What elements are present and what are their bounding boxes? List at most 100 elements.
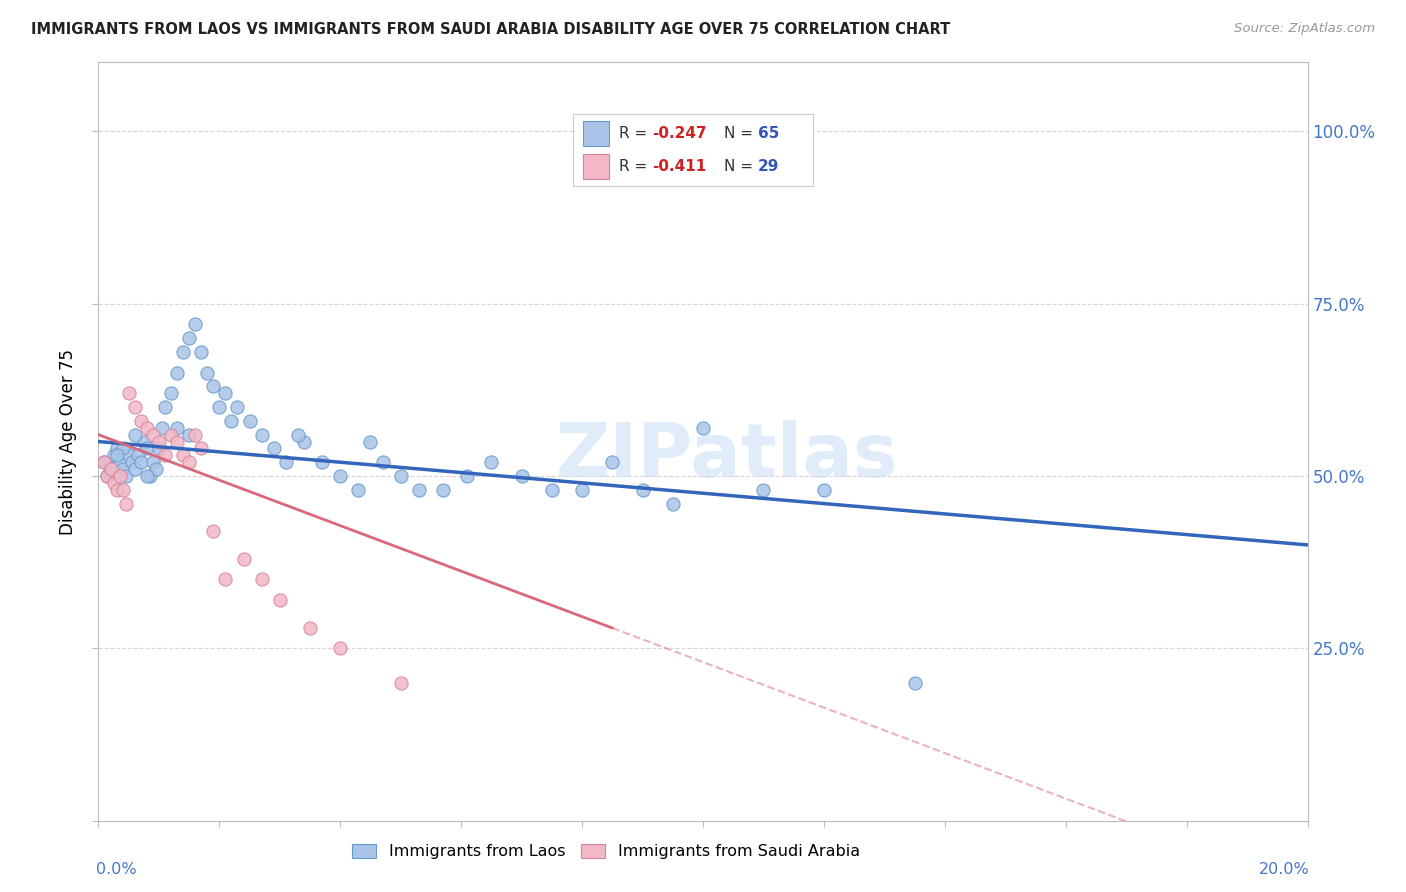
- Text: ZIPatlas: ZIPatlas: [555, 420, 898, 493]
- Point: [100, 462, 122, 476]
- Point: [127, 448, 149, 462]
- Point: [371, 455, 394, 469]
- Point: [172, 345, 194, 359]
- Text: R =: R =: [619, 126, 652, 141]
- Point: [287, 427, 309, 442]
- Point: [93, 455, 115, 469]
- Point: [135, 421, 157, 435]
- Bar: [583, 154, 609, 178]
- Point: [274, 455, 297, 469]
- Y-axis label: Disability Age Over 75: Disability Age Over 75: [59, 349, 77, 534]
- Point: [360, 434, 382, 449]
- Point: [145, 462, 167, 476]
- Point: [124, 462, 146, 476]
- Point: [103, 475, 125, 490]
- Text: -0.411: -0.411: [652, 159, 707, 174]
- Point: [111, 462, 134, 476]
- Point: [540, 483, 562, 497]
- Text: 20.0%: 20.0%: [1260, 863, 1310, 878]
- Point: [105, 448, 128, 462]
- Point: [269, 593, 291, 607]
- Point: [190, 345, 212, 359]
- Point: [172, 448, 194, 462]
- Point: [105, 483, 128, 497]
- Point: [221, 414, 243, 428]
- Point: [195, 366, 218, 380]
- Point: [311, 455, 333, 469]
- Point: [124, 427, 146, 442]
- Point: [93, 455, 115, 469]
- Point: [661, 497, 683, 511]
- Point: [96, 469, 118, 483]
- Point: [631, 483, 654, 497]
- Point: [166, 434, 188, 449]
- Point: [179, 455, 201, 469]
- Point: [129, 414, 152, 428]
- Point: [148, 442, 170, 456]
- Point: [184, 318, 207, 332]
- Point: [108, 469, 131, 483]
- Point: [135, 442, 157, 456]
- Point: [153, 448, 176, 462]
- Point: [118, 448, 141, 462]
- Point: [481, 455, 503, 469]
- Point: [100, 462, 122, 476]
- Point: [166, 421, 188, 435]
- Point: [111, 442, 134, 456]
- Point: [389, 469, 412, 483]
- Point: [408, 483, 430, 497]
- Point: [179, 427, 201, 442]
- Point: [226, 400, 249, 414]
- Point: [148, 434, 170, 449]
- Text: 29: 29: [758, 159, 779, 174]
- Point: [124, 400, 146, 414]
- Point: [347, 483, 370, 497]
- Point: [114, 469, 136, 483]
- Point: [160, 386, 183, 401]
- Point: [129, 455, 152, 469]
- Point: [153, 400, 176, 414]
- Point: [142, 455, 165, 469]
- Point: [118, 386, 141, 401]
- Text: 65: 65: [758, 126, 779, 141]
- Point: [292, 434, 315, 449]
- Text: R =: R =: [619, 159, 652, 174]
- Point: [202, 379, 225, 393]
- Point: [179, 331, 201, 345]
- Point: [239, 414, 262, 428]
- Point: [214, 573, 236, 587]
- Point: [139, 469, 162, 483]
- Point: [135, 469, 157, 483]
- Point: [571, 483, 593, 497]
- Point: [432, 483, 454, 497]
- Point: [263, 442, 285, 456]
- Text: Source: ZipAtlas.com: Source: ZipAtlas.com: [1234, 22, 1375, 36]
- Point: [329, 641, 352, 656]
- Point: [904, 675, 927, 690]
- Point: [752, 483, 775, 497]
- Point: [329, 469, 352, 483]
- Point: [190, 442, 212, 456]
- Point: [121, 455, 143, 469]
- Point: [813, 483, 835, 497]
- Text: -0.247: -0.247: [652, 126, 707, 141]
- Point: [456, 469, 478, 483]
- Point: [142, 427, 165, 442]
- Point: [114, 497, 136, 511]
- Point: [250, 573, 273, 587]
- Point: [103, 448, 125, 462]
- Point: [692, 421, 714, 435]
- Text: N =: N =: [724, 159, 758, 174]
- Point: [250, 427, 273, 442]
- Point: [602, 455, 624, 469]
- Point: [232, 551, 254, 566]
- Point: [389, 675, 412, 690]
- Point: [108, 455, 131, 469]
- Point: [150, 421, 173, 435]
- Point: [208, 400, 231, 414]
- Text: 0.0%: 0.0%: [96, 863, 136, 878]
- Point: [166, 366, 188, 380]
- Text: IMMIGRANTS FROM LAOS VS IMMIGRANTS FROM SAUDI ARABIA DISABILITY AGE OVER 75 CORR: IMMIGRANTS FROM LAOS VS IMMIGRANTS FROM …: [31, 22, 950, 37]
- Point: [202, 524, 225, 538]
- Point: [160, 427, 183, 442]
